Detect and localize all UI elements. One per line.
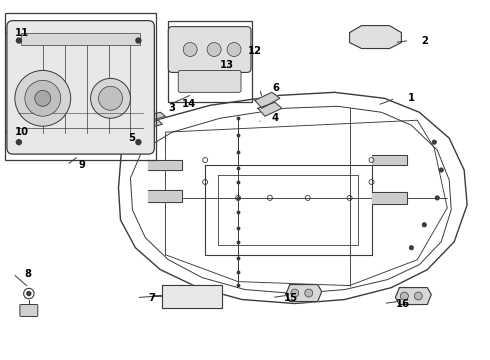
Circle shape xyxy=(27,292,31,296)
Circle shape xyxy=(16,38,22,43)
Circle shape xyxy=(439,168,443,172)
Text: 14: 14 xyxy=(182,99,196,109)
Circle shape xyxy=(183,42,197,57)
Text: 3: 3 xyxy=(168,103,175,113)
Text: 16: 16 xyxy=(395,298,410,309)
Circle shape xyxy=(136,140,141,145)
Polygon shape xyxy=(148,160,182,170)
Text: 6: 6 xyxy=(272,84,279,93)
FancyBboxPatch shape xyxy=(168,27,251,72)
Circle shape xyxy=(16,140,22,145)
Text: 8: 8 xyxy=(25,269,32,279)
Polygon shape xyxy=(135,112,165,124)
Circle shape xyxy=(305,289,313,297)
Text: 15: 15 xyxy=(284,293,298,302)
FancyBboxPatch shape xyxy=(7,21,154,154)
Polygon shape xyxy=(395,288,431,305)
FancyBboxPatch shape xyxy=(178,71,241,92)
Polygon shape xyxy=(162,285,222,307)
Circle shape xyxy=(422,222,426,227)
Polygon shape xyxy=(371,192,407,204)
Polygon shape xyxy=(255,92,280,108)
Polygon shape xyxy=(349,26,401,49)
Circle shape xyxy=(91,78,130,118)
Circle shape xyxy=(435,196,440,200)
Text: 13: 13 xyxy=(220,60,234,71)
Circle shape xyxy=(136,38,141,43)
Text: 9: 9 xyxy=(78,160,86,170)
Circle shape xyxy=(409,246,414,250)
Circle shape xyxy=(207,42,221,57)
Polygon shape xyxy=(148,190,182,202)
Text: 4: 4 xyxy=(272,113,279,123)
Bar xyxy=(21,32,141,45)
Circle shape xyxy=(98,86,122,110)
Text: 7: 7 xyxy=(148,293,155,302)
Bar xyxy=(5,13,156,160)
Circle shape xyxy=(227,42,241,57)
Bar xyxy=(168,21,252,102)
Polygon shape xyxy=(371,155,407,165)
Text: 10: 10 xyxy=(15,127,29,137)
Circle shape xyxy=(432,140,437,144)
Circle shape xyxy=(415,292,422,300)
FancyBboxPatch shape xyxy=(20,305,38,316)
Text: 1: 1 xyxy=(407,93,415,103)
Polygon shape xyxy=(138,120,162,130)
Text: 5: 5 xyxy=(128,133,135,143)
Circle shape xyxy=(35,90,51,106)
Polygon shape xyxy=(258,102,282,116)
Circle shape xyxy=(25,80,61,116)
Polygon shape xyxy=(286,285,322,302)
Text: 12: 12 xyxy=(248,45,262,55)
Circle shape xyxy=(400,292,408,300)
Text: 2: 2 xyxy=(421,36,428,46)
Circle shape xyxy=(15,71,71,126)
Text: 11: 11 xyxy=(15,28,29,37)
Circle shape xyxy=(291,289,299,297)
